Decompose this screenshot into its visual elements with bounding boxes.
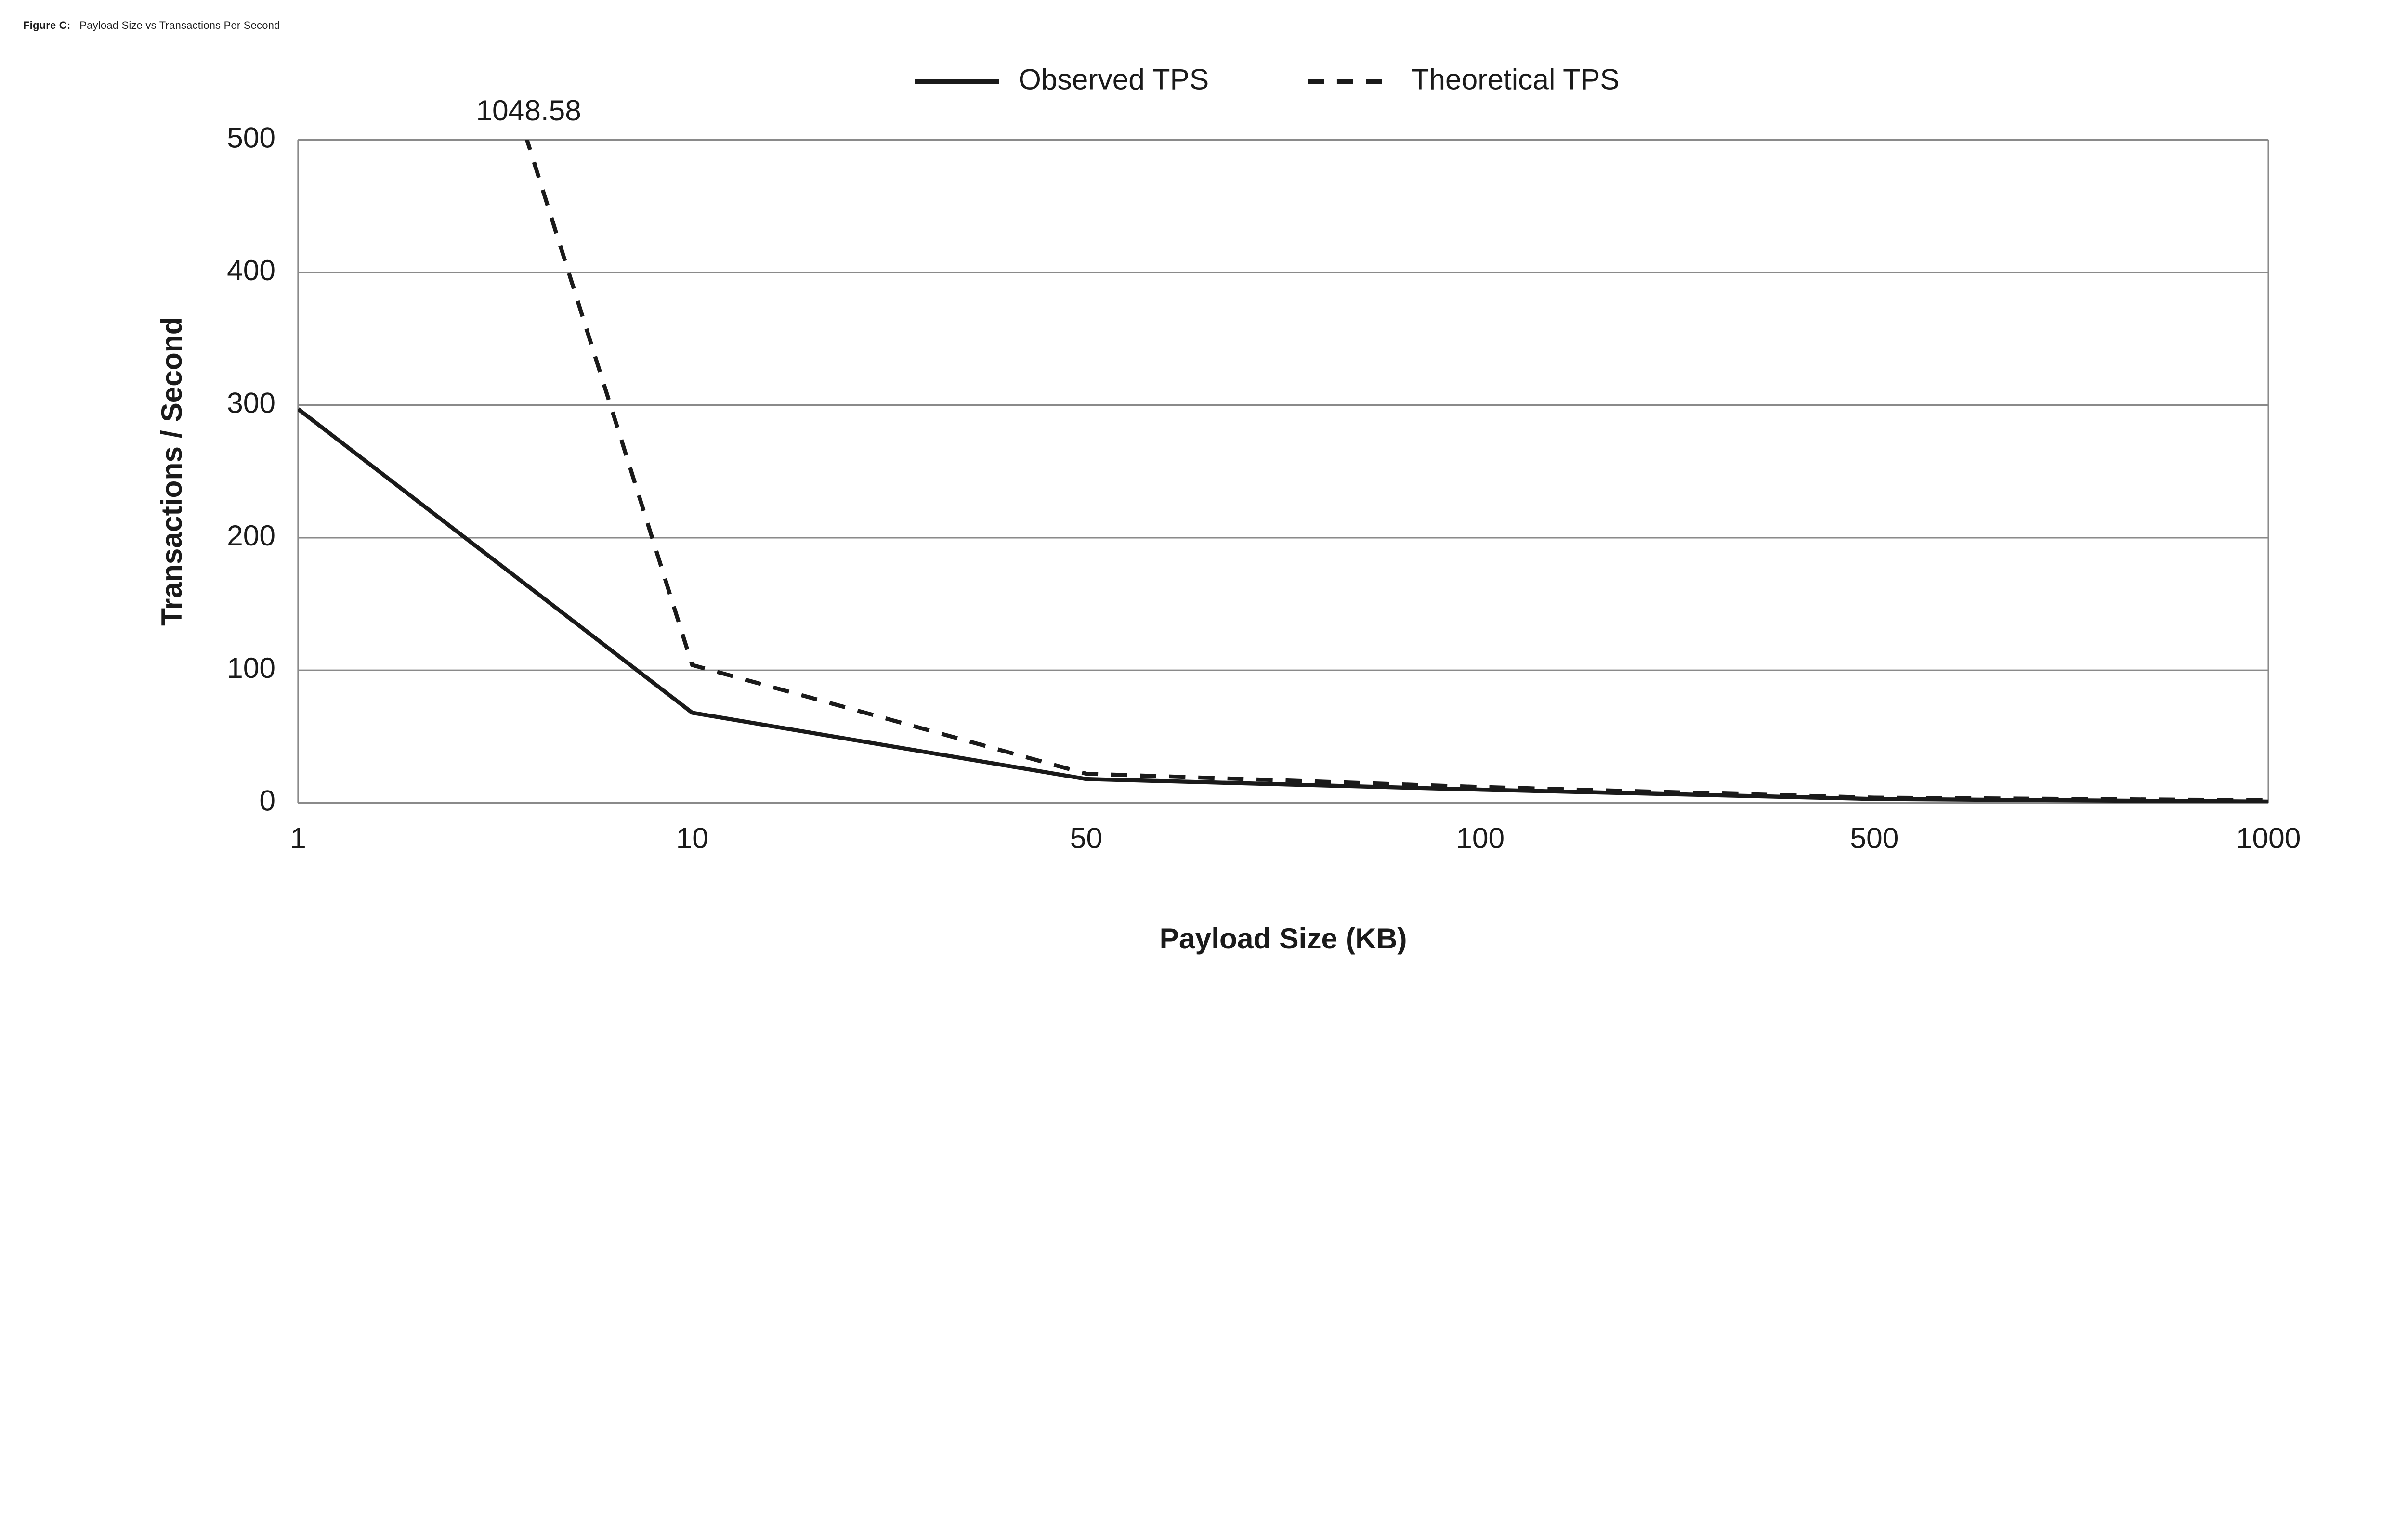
figure-label: Figure C:	[23, 19, 70, 31]
figure-container: Figure C: Payload Size vs Transactions P…	[0, 0, 2408, 1025]
legend-label-observed: Observed TPS	[1019, 63, 1209, 96]
y-axis-label: Transactions / Second	[155, 317, 188, 626]
chart-svg: 0 100 200 300 400 500 1 10 50 100 500 1000 Transacti…	[23, 43, 2385, 1013]
legend-label-theoretical: Theoretical TPS	[1411, 63, 1619, 96]
figure-title: Payload Size vs Transactions Per Second	[79, 19, 280, 31]
y-tick-label: 500	[227, 121, 275, 154]
annotation: 1048.58	[476, 94, 581, 127]
y-tick-label: 300	[227, 386, 275, 419]
x-tick-label: 50	[1070, 822, 1102, 855]
x-tick-label: 1000	[2236, 822, 2301, 855]
chart-bg	[23, 43, 2385, 1013]
y-tick-label: 100	[227, 651, 275, 684]
x-tick-label: 1	[290, 822, 306, 855]
y-tick-label: 400	[227, 254, 275, 286]
y-tick-label: 200	[227, 519, 275, 552]
x-tick-label: 10	[676, 822, 708, 855]
y-tick-label: 0	[259, 784, 275, 817]
x-tick-label: 500	[1850, 822, 1898, 855]
chart: 0 100 200 300 400 500 1 10 50 100 500 1000 Transacti…	[23, 43, 2385, 1013]
x-axis-label: Payload Size (KB)	[1160, 922, 1407, 955]
x-tick-label: 100	[1456, 822, 1505, 855]
figure-caption: Figure C: Payload Size vs Transactions P…	[23, 19, 2385, 37]
